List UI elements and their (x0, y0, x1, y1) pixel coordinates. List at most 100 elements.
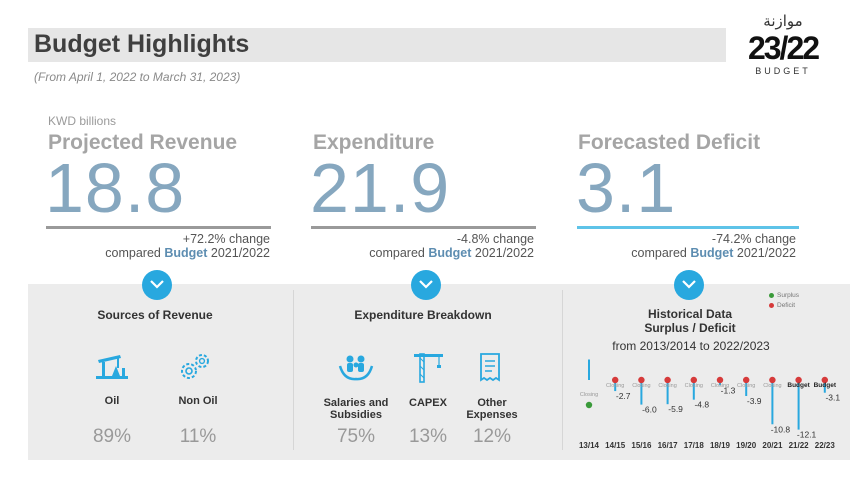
logo-year: 23/22 (747, 30, 820, 66)
status-label-14/15: Closing (606, 383, 624, 389)
tick-label-13/14: 13/14 (579, 441, 600, 450)
logo-word: BUDGET (755, 66, 811, 76)
compared-year: 2021/2022 (210, 246, 270, 260)
status-label-21/22: Budget (787, 382, 810, 389)
capex-label: CAPEX (409, 397, 447, 409)
logo-arabic-text: موازنة (763, 12, 803, 30)
expenditure-change-pct: -4.8% change (456, 232, 534, 246)
title-bar (28, 28, 726, 62)
other-expenses-label: Other Expenses (462, 397, 522, 421)
legend-surplus: Surplus (769, 292, 799, 299)
tick-label-22/23: 22/23 (815, 441, 836, 450)
salaries-label-line2: Subsidies (330, 409, 382, 421)
revenue-underline (46, 226, 271, 229)
value-label-20/21: -10.8 (771, 424, 791, 434)
expenditure-value: 21.9 (310, 149, 451, 227)
value-label-13/14: 5.0 (583, 356, 595, 358)
value-label-19/20: -3.9 (747, 396, 762, 406)
deficit-title: Forecasted Deficit (578, 131, 761, 154)
revenue-section-title: Sources of Revenue (97, 308, 213, 322)
history-title: Historical Data Surplus / Deficit (600, 307, 780, 335)
status-label-19/20: Closing (737, 383, 755, 389)
unit-label: KWD billions (48, 114, 117, 128)
legend-deficit-text: Deficit (777, 302, 796, 309)
expenditure-compared: compared Budget 2021/2022 (304, 246, 534, 260)
other-expenses-label-line1: Other (477, 397, 507, 409)
history-title-line1: Historical Data (647, 307, 733, 321)
tick-label-19/20: 19/20 (736, 441, 757, 450)
family-care-icon (338, 355, 374, 381)
compared-year: 2021/2022 (474, 246, 534, 260)
crane-icon (414, 353, 443, 383)
expand-expenditure-button[interactable] (411, 270, 441, 300)
oil-pct: 89% (92, 426, 132, 447)
point-19/20 (743, 376, 750, 384)
tick-label-18/19: 18/19 (710, 441, 731, 450)
deficit-dot (769, 302, 774, 308)
compared-text: compared (105, 246, 161, 260)
panel-divider (562, 290, 563, 450)
deficit-change: -74.2% change compared Budget 2021/2022 (566, 232, 796, 260)
tick-label-21/22: 21/22 (789, 441, 810, 450)
history-title-line2: Surplus / Deficit (644, 321, 736, 335)
gears-icon (181, 354, 209, 379)
point-17/18 (690, 376, 697, 384)
expand-revenue-button[interactable] (142, 270, 172, 300)
point-18/19 (716, 376, 724, 384)
revenue-change: +72.2% change compared Budget 2021/2022 (40, 232, 270, 260)
expenditure-underline (311, 226, 536, 229)
revenue-title: Projected Revenue (48, 131, 238, 154)
value-label-18/19: -1.3 (721, 385, 736, 395)
compared-text: compared (631, 246, 687, 260)
compared-year: 2021/2022 (736, 246, 796, 260)
non-oil-label: Non Oil (178, 395, 218, 407)
value-label-22/23: -3.1 (825, 393, 840, 403)
value-label-16/17: -5.9 (668, 404, 683, 414)
status-label-15/16: Closing (632, 383, 650, 389)
chevron-down-icon (150, 280, 164, 289)
tick-label-15/16: 15/16 (631, 441, 652, 450)
status-label-13/14: Closing (580, 392, 598, 398)
deficit-underline (577, 226, 799, 229)
point-14/15 (612, 376, 619, 384)
receipt-icon (480, 353, 500, 382)
revenue-value: 18.8 (45, 149, 186, 227)
point-20/21 (769, 376, 776, 384)
salaries-label-line1: Salaries and (323, 397, 389, 409)
value-label-15/16: -6.0 (642, 405, 657, 415)
non-oil-pct: 11% (179, 426, 217, 447)
expand-history-button[interactable] (674, 270, 704, 300)
compared-text: compared (369, 246, 425, 260)
history-range: from 2013/2014 to 2022/2023 (612, 339, 770, 353)
budget-logo: موازنة 23/22 BUDGET (742, 12, 824, 76)
point-22/23 (821, 376, 828, 384)
point-15/16 (638, 376, 645, 384)
legend-surplus-text: Surplus (777, 292, 800, 299)
status-label-22/23: Budget (814, 382, 837, 389)
tick-label-16/17: 16/17 (658, 441, 679, 450)
expenditure-section-title: Expenditure Breakdown (354, 308, 492, 322)
tick-label-20/21: 20/21 (762, 441, 783, 450)
revenue-change-pct: +72.2% change (182, 232, 270, 246)
capex-pct: 13% (408, 426, 448, 447)
historical-chart: Closing5.013/14Closing-2.714/15Closing-6… (579, 356, 840, 450)
value-label-14/15: -2.7 (616, 391, 631, 401)
deficit-value: 3.1 (576, 149, 677, 227)
tick-label-14/15: 14/15 (605, 441, 626, 450)
revenue-compared: compared Budget 2021/2022 (40, 246, 270, 260)
legend-deficit: Deficit (769, 302, 795, 309)
status-label-17/18: Closing (685, 383, 703, 389)
oil-label: Oil (104, 395, 120, 407)
surplus-dot (769, 292, 774, 298)
point-21/22 (795, 376, 802, 384)
chevron-down-icon (682, 280, 696, 289)
tick-label-17/18: 17/18 (684, 441, 705, 450)
compared-budget: Budget (428, 246, 472, 260)
deficit-change-pct: -74.2% change (711, 232, 796, 246)
details-panel (28, 284, 850, 460)
oil-pump-icon (96, 355, 128, 379)
page-title: Budget Highlights (34, 30, 250, 58)
panel-divider (293, 290, 294, 450)
salaries-pct: 75% (336, 426, 376, 447)
point-13/14 (585, 401, 593, 409)
